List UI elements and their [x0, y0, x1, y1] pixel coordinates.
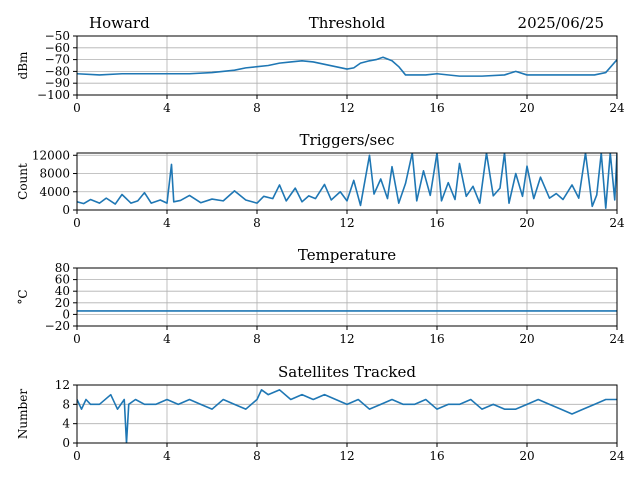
- threshold-panel: 0 4 8 12 16 20 24 −100−90−80−70−60−50 Threshold d…: [16, 14, 625, 115]
- threshold-xtick-label: 16: [429, 101, 444, 115]
- threshold-ylabel: dBm: [16, 51, 30, 80]
- threshold-xtick-label: 4: [163, 101, 171, 115]
- triggers-ytick-label: 0: [62, 203, 70, 217]
- satellites-xtick-label: 12: [339, 449, 354, 463]
- temperature-xtick-label: 16: [429, 332, 444, 346]
- satellites-xtick-label: 20: [519, 449, 534, 463]
- satellites-ytick-label: 12: [55, 378, 70, 392]
- temperature-title: Temperature: [298, 246, 396, 264]
- triggers-xtick-label: 8: [253, 216, 261, 230]
- temperature-xtick-label: 24: [609, 332, 625, 346]
- station-name: Howard: [89, 14, 150, 32]
- triggers-ylabel: Count: [16, 163, 30, 200]
- satellites-xtick-label: 24: [609, 449, 625, 463]
- satellites-xtick-label: 16: [429, 449, 444, 463]
- threshold-ytick-label: −80: [45, 64, 70, 78]
- threshold-xtick-label: 24: [609, 101, 625, 115]
- threshold-ytick-label: −50: [45, 29, 70, 43]
- threshold-xtick-label: 12: [339, 101, 354, 115]
- satellites-xtick-label: 8: [253, 449, 261, 463]
- temperature-ytick-label: 20: [55, 296, 70, 310]
- satellites-ytick-label: 8: [62, 397, 70, 411]
- threshold-ytick-label: −60: [45, 41, 70, 55]
- temperature-ytick-label: 60: [55, 273, 70, 287]
- satellites-ytick-label: 0: [62, 436, 70, 450]
- temperature-xtick-label: 8: [253, 332, 261, 346]
- triggers-xtick-label: 16: [429, 216, 444, 230]
- triggers-series-line: [77, 153, 617, 209]
- chart-panels: 0 4 8 12 16 20 24 −100−90−80−70−60−50 Threshold d…: [16, 14, 625, 463]
- threshold-title: Threshold: [309, 14, 386, 32]
- satellites-xtick-label: 4: [163, 449, 171, 463]
- triggers-xtick-label: 20: [519, 216, 534, 230]
- temperature-ytick-label: −20: [45, 319, 70, 333]
- satellites-xtick-label: 0: [73, 449, 81, 463]
- triggers-title: Triggers/sec: [300, 131, 395, 149]
- triggers-ytick-label: 8000: [39, 167, 70, 181]
- triggers-panel: 0 4 8 12 16 20 24 0 4000 8000 12000 Triggers/sec Cou…: [16, 131, 625, 230]
- satellites-ytick-label: 4: [62, 417, 70, 431]
- threshold-ytick-label: −90: [45, 76, 70, 90]
- temperature-ylabel: °C: [16, 289, 30, 304]
- satellites-ylabel: Number: [16, 389, 30, 439]
- triggers-xtick-label: 4: [163, 216, 171, 230]
- satellites-panel: 0 4 8 12 16 20 24 0 4 8 12 Satellites Tracked Number: [16, 363, 625, 463]
- threshold-xtick-label: 20: [519, 101, 534, 115]
- triggers-xtick-label: 24: [609, 216, 625, 230]
- triggers-ytick-label: 4000: [39, 185, 70, 199]
- temperature-xtick-label: 20: [519, 332, 534, 346]
- temperature-ytick-label: 40: [55, 284, 70, 298]
- triggers-xtick-label: 12: [339, 216, 354, 230]
- temperature-xtick-label: 12: [339, 332, 354, 346]
- triggers-ytick-label: 12000: [32, 148, 70, 162]
- temperature-ytick-label: 0: [62, 307, 70, 321]
- threshold-xtick-label: 8: [253, 101, 261, 115]
- temperature-xtick-label: 0: [73, 332, 81, 346]
- threshold-series-line: [77, 56, 617, 77]
- triggers-xtick-label: 0: [73, 216, 81, 230]
- temperature-ytick-label: 80: [55, 261, 70, 275]
- threshold-ytick-label: −100: [37, 88, 70, 102]
- threshold-xtick-label: 0: [73, 101, 81, 115]
- threshold-ytick-label: −70: [45, 53, 70, 67]
- temperature-xtick-label: 4: [163, 332, 171, 346]
- satellites-title: Satellites Tracked: [278, 363, 416, 381]
- satellites-series-line: [77, 389, 617, 443]
- report-date: 2025/06/25: [518, 14, 604, 32]
